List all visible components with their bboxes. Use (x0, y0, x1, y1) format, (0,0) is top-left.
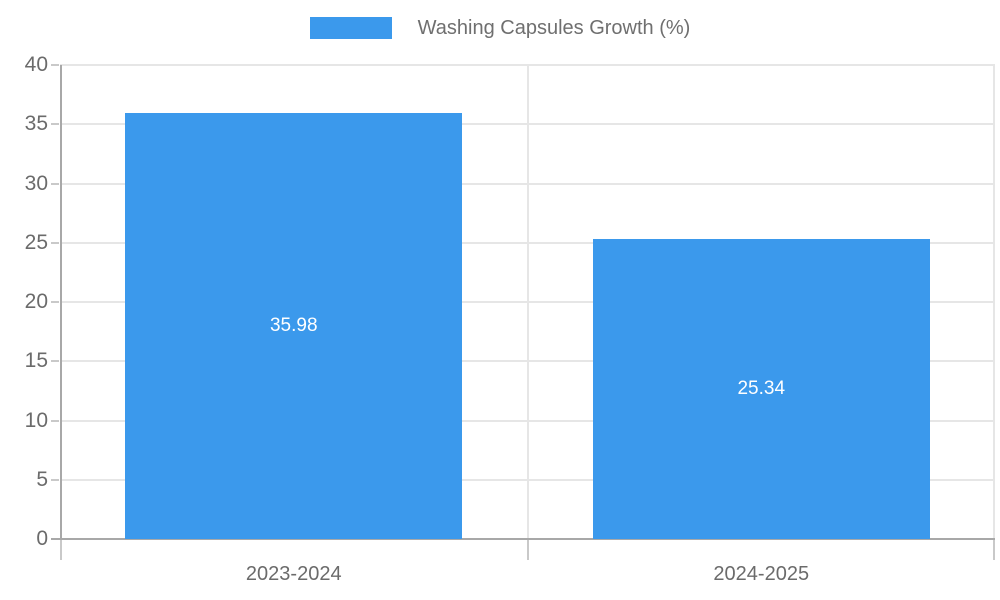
x-category-label: 2023-2024 (245, 563, 342, 585)
y-tick-mark (51, 419, 59, 422)
y-tick-mark (51, 478, 59, 481)
y-tick-label: 25 (24, 230, 48, 254)
y-tick-label: 0 (36, 527, 48, 550)
y-tick-mark (51, 241, 59, 244)
legend-swatch (309, 17, 392, 39)
y-tick-mark (51, 301, 59, 303)
y-tick-mark (51, 123, 59, 126)
legend[interactable]: Washing Capsules Growth (%) (0, 16, 1000, 40)
y-tick-mark (51, 64, 59, 66)
x-tick-mark (993, 539, 995, 560)
legend-label: Washing Capsules Growth (%) (417, 17, 691, 39)
x-axis-line (51, 538, 995, 540)
bar-value-label: 35.98 (269, 314, 318, 336)
y-tick-label: 20 (24, 290, 48, 313)
y-tick-mark (51, 360, 59, 363)
y-tick-label: 10 (24, 408, 48, 432)
gridline-x-boundary (526, 65, 529, 539)
x-tick-mark (526, 539, 529, 560)
x-tick-mark (60, 539, 62, 560)
y-tick-label: 30 (24, 171, 48, 195)
y-tick-label: 35 (24, 112, 48, 136)
y-tick-label: 40 (24, 53, 48, 76)
gridline-x-boundary (993, 65, 995, 539)
x-category-label: 2024-2025 (713, 563, 810, 585)
y-tick-mark (51, 182, 59, 185)
y-tick-label: 5 (36, 467, 48, 491)
y-tick-label: 15 (24, 349, 48, 373)
bar-2024-2025[interactable]: 25.34 (592, 238, 930, 539)
y-axis-line (60, 65, 62, 539)
plot-area: 35.98 25.34 (51, 64, 995, 560)
bar-value-label: 25.34 (737, 377, 786, 399)
bar-2023-2024[interactable]: 35.98 (125, 112, 463, 539)
